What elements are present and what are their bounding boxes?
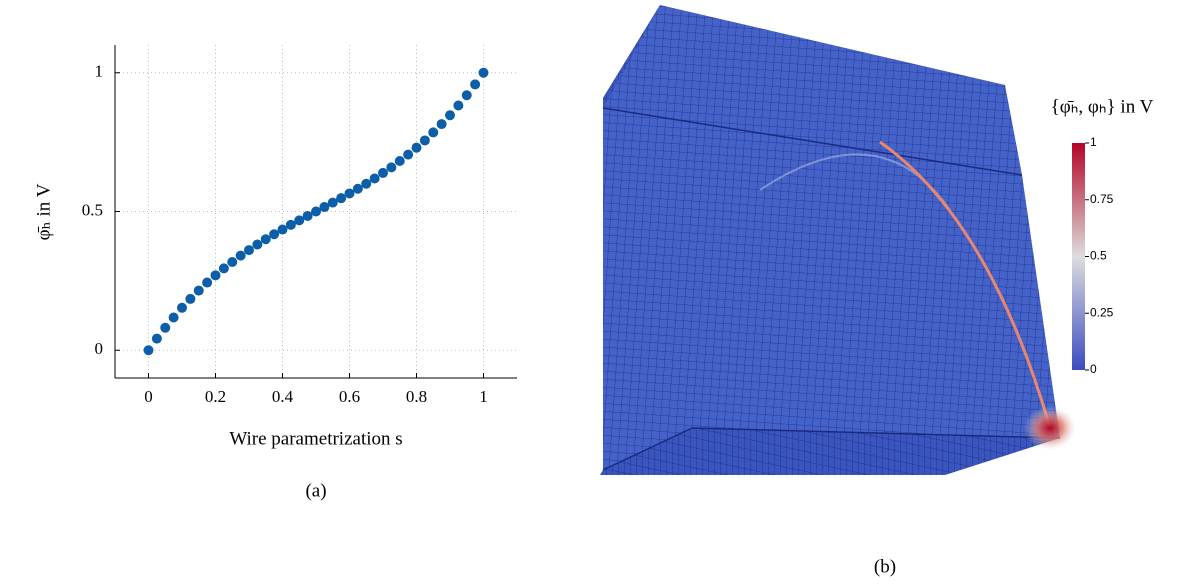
data-point [395, 156, 405, 166]
data-point [177, 303, 187, 313]
mesh-render [600, 5, 1076, 475]
data-point [370, 173, 380, 183]
data-point [437, 119, 447, 129]
y-tick-label: 1 [95, 62, 104, 81]
data-point [244, 245, 254, 255]
x-tick-label: 0 [144, 387, 153, 406]
y-axis-label: φ̄ₕ in V [33, 183, 54, 240]
data-point [144, 345, 154, 355]
colorbar-tick-label: 0 [1090, 362, 1097, 376]
colorbar-tick-label: 0.5 [1090, 249, 1107, 263]
page: 0 0.25 0.5 0.75 1 {φ̄ₕ, φₕ} in V Wire parame… [0, 0, 1195, 585]
data-point [412, 143, 422, 153]
data-point [219, 263, 229, 273]
colorbar: 0 0.25 0.5 0.75 1 [1072, 135, 1114, 376]
x-tick-label: 0.8 [406, 387, 427, 406]
data-point [361, 179, 371, 189]
data-point [278, 225, 288, 235]
data-point [403, 150, 413, 160]
x-tick-label: 1 [479, 387, 488, 406]
data-point [269, 229, 279, 239]
data-point [345, 188, 355, 198]
colorbar-tick-label: 1 [1090, 135, 1097, 149]
caption-b: (b) [874, 556, 896, 577]
data-point [169, 313, 179, 323]
x-axis-label: Wire parametrization s [229, 428, 402, 449]
data-point [252, 240, 262, 250]
data-point [378, 168, 388, 178]
colorbar-tick-label: 0.25 [1090, 305, 1114, 319]
data-point [462, 90, 472, 100]
x-tick-label: 0.4 [272, 387, 294, 406]
data-point [202, 278, 212, 288]
data-point [453, 100, 463, 110]
data-point [211, 270, 221, 280]
data-point [185, 294, 195, 304]
colorbar-tick-label: 0.75 [1090, 192, 1114, 206]
data-point [353, 184, 363, 194]
figure: 0 0.25 0.5 0.75 1 {φ̄ₕ, φₕ} in V Wire parame… [0, 0, 1195, 585]
caption-a: (a) [305, 480, 326, 501]
data-point [428, 127, 438, 137]
x-tick-label: 0.2 [205, 387, 226, 406]
data-point [420, 135, 430, 145]
data-point [160, 323, 170, 333]
data-point [236, 251, 246, 261]
hot-spot [1024, 406, 1076, 450]
data-point [261, 234, 271, 244]
data-point [479, 68, 489, 78]
data-point [445, 110, 455, 120]
data-point [470, 79, 480, 89]
data-point [194, 286, 204, 296]
x-tick-label: 0.6 [339, 387, 360, 406]
y-tick-label: 0.5 [82, 200, 103, 219]
data-point [227, 257, 237, 267]
data-point [152, 334, 162, 344]
data-point [336, 193, 346, 203]
colorbar-bar [1072, 143, 1085, 370]
data-point [386, 162, 396, 172]
y-tick-label: 0 [95, 339, 104, 358]
colorbar-title: {φ̄ₕ, φₕ} in V [1051, 96, 1154, 117]
